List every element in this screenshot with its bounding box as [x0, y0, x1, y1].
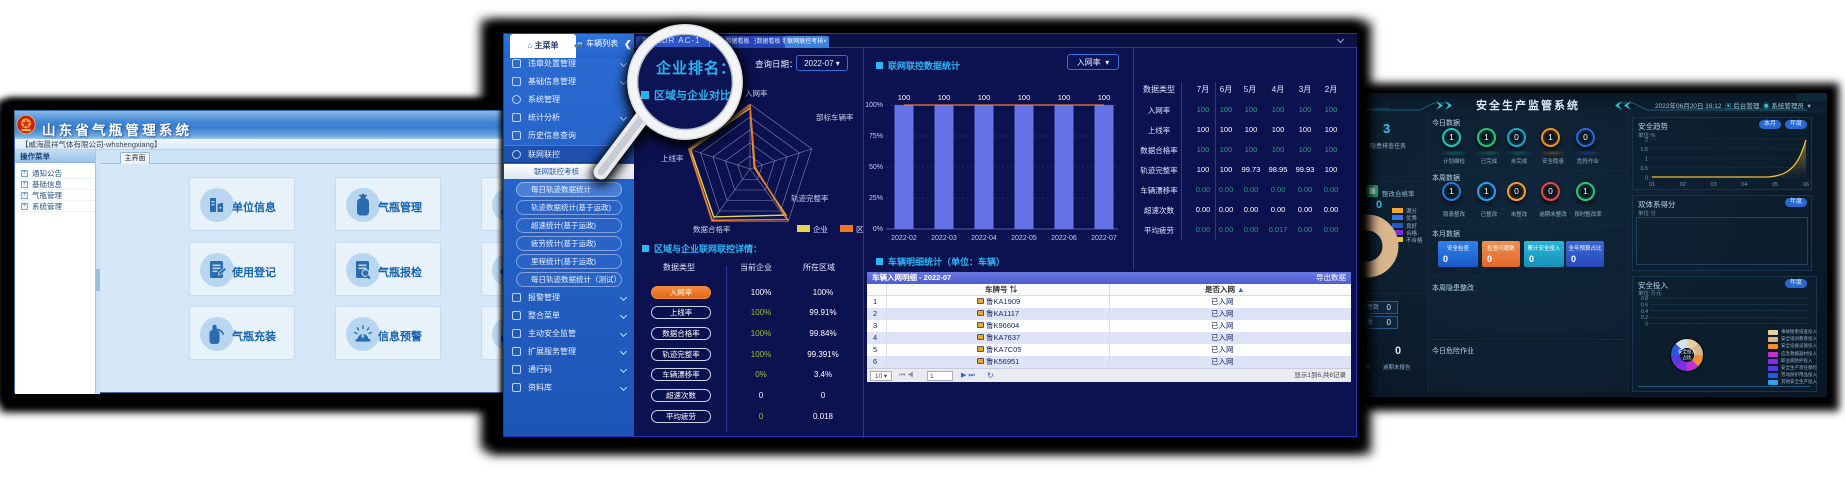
svg-text:2022-06: 2022-06 — [1051, 235, 1077, 242]
svg-text:2022-03: 2022-03 — [931, 235, 957, 242]
svg-text:100: 100 — [898, 93, 911, 102]
svg-text:100: 100 — [1058, 93, 1071, 102]
svg-text:100: 100 — [1018, 93, 1031, 102]
svg-text:2022-05: 2022-05 — [1011, 235, 1037, 242]
svg-text:2022-07: 2022-07 — [1091, 235, 1117, 242]
svg-text:50%: 50% — [869, 164, 883, 171]
svg-text:0.6: 0.6 — [1641, 302, 1648, 308]
svg-text:企业: 企业 — [813, 224, 828, 234]
svg-text:0.2: 0.2 — [1641, 315, 1648, 321]
svg-text:0: 0 — [1645, 322, 1648, 327]
svg-text:2: 2 — [1645, 138, 1648, 144]
svg-text:轨迹完整率: 轨迹完整率 — [791, 193, 829, 203]
svg-text:0%: 0% — [873, 226, 883, 233]
svg-text:05: 05 — [1772, 182, 1778, 188]
svg-text:安全投入: 安全投入 — [1678, 348, 1696, 355]
svg-text:0.8: 0.8 — [1641, 296, 1648, 302]
svg-text:02: 02 — [1680, 182, 1686, 188]
svg-text:1: 1 — [1645, 157, 1648, 163]
svg-text:上线率: 上线率 — [661, 153, 684, 163]
svg-text:01: 01 — [1649, 182, 1655, 188]
svg-text:1.5: 1.5 — [1640, 147, 1648, 153]
svg-text:0.4: 0.4 — [1641, 309, 1648, 315]
svg-text:04: 04 — [1741, 182, 1747, 188]
svg-text:2022-04: 2022-04 — [971, 235, 997, 242]
svg-text:06: 06 — [1803, 182, 1809, 188]
svg-text:入网率: 入网率 — [745, 88, 768, 98]
svg-text:数据合格率: 数据合格率 — [693, 224, 731, 234]
svg-text:100: 100 — [938, 93, 951, 102]
svg-text:0: 0 — [1645, 176, 1648, 182]
svg-text:100: 100 — [978, 93, 991, 102]
svg-text:2022-02: 2022-02 — [891, 235, 917, 242]
svg-text:03: 03 — [1711, 182, 1717, 188]
svg-text:0.5: 0.5 — [1640, 166, 1648, 172]
svg-text:区域: 区域 — [856, 224, 863, 234]
svg-text:100%: 100% — [865, 102, 883, 109]
svg-text:75%: 75% — [869, 133, 883, 140]
svg-text:占比: 占比 — [1683, 354, 1692, 361]
svg-text:25%: 25% — [869, 195, 883, 202]
svg-text:部标车辆率: 部标车辆率 — [816, 112, 854, 122]
svg-text:100: 100 — [1098, 93, 1111, 102]
